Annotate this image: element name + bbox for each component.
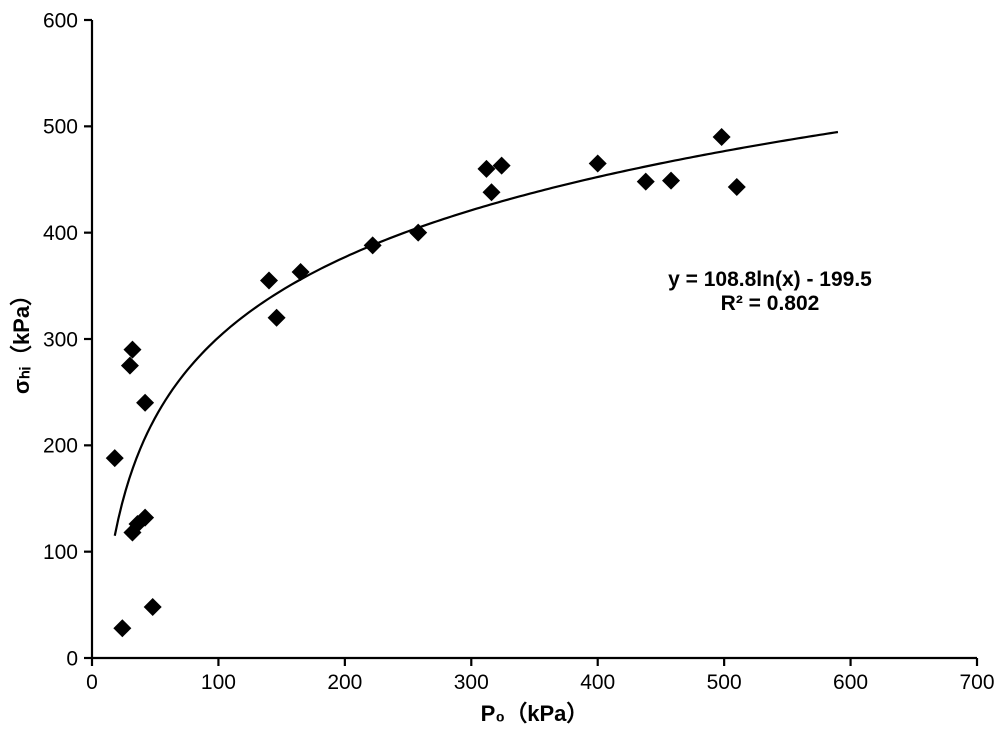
- y-tick-label: 300: [43, 328, 78, 351]
- y-tick-label: 600: [43, 9, 78, 32]
- y-tick-label: 0: [66, 647, 78, 670]
- x-tick-label: 400: [580, 671, 615, 694]
- y-axis-label: σₕᵢ（kPa）: [4, 284, 36, 394]
- x-tick-label: 500: [707, 671, 742, 694]
- x-tick-label: 600: [833, 671, 868, 694]
- chart-svg: 0 100 200 300 400 500 600 700 0 100 200 300 400 500 60…: [0, 0, 1007, 736]
- x-axis-label: P₀（kPa）: [481, 696, 589, 728]
- x-tick-label: 300: [454, 671, 489, 694]
- trendline-annotation: y = 108.8ln(x) - 199.5R² = 0.802: [668, 268, 872, 316]
- x-tick-label: 700: [959, 671, 994, 694]
- y-axis-label-text: σₕᵢ（kPa）: [9, 284, 34, 394]
- y-tick-label: 500: [43, 116, 78, 139]
- y-tick-label: 200: [43, 435, 78, 458]
- annotation-line: y = 108.8ln(x) - 199.5: [668, 268, 872, 292]
- x-tick-label: 0: [86, 671, 98, 694]
- x-tick-label: 100: [201, 671, 236, 694]
- x-axis-label-text: P₀（kPa）: [481, 701, 589, 726]
- x-tick-label: 200: [327, 671, 362, 694]
- annotation-line: R² = 0.802: [668, 292, 872, 316]
- y-tick-label: 400: [43, 222, 78, 245]
- y-tick-label: 100: [43, 541, 78, 564]
- chart-container: 0 100 200 300 400 500 600 700 0 100 200 300 400 500 60…: [0, 0, 1007, 736]
